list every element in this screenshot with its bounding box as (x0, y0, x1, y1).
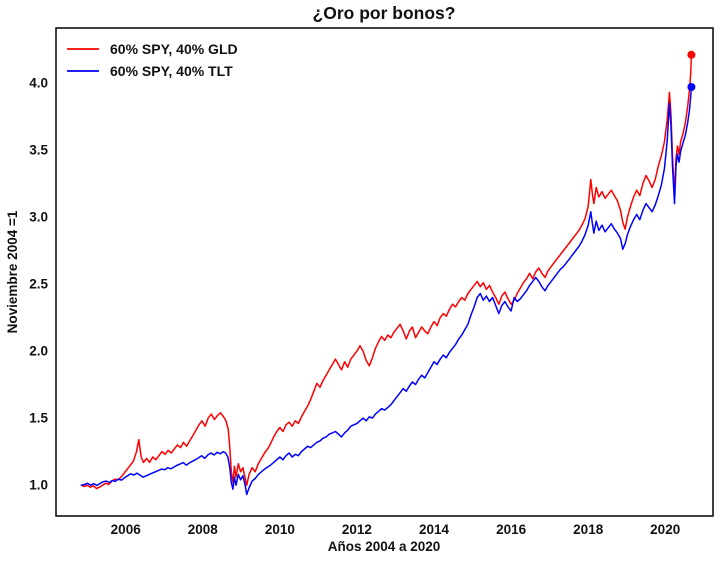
y-tick-label: 2.5 (29, 277, 48, 292)
x-tick-label: 2016 (496, 522, 527, 537)
x-tick-label: 2014 (419, 522, 450, 537)
y-axis-label: Noviembre 2004 =1 (5, 210, 20, 333)
series-line-1 (80, 54, 693, 490)
series-layer (80, 50, 696, 496)
x-tick-label: 2010 (265, 522, 295, 537)
series-end-dot-1 (687, 50, 696, 59)
x-tick-label: 2008 (188, 522, 219, 537)
chart-title: ¿Oro por bonos? (313, 3, 456, 23)
y-tick-label: 3.5 (29, 143, 48, 158)
legend: 60% SPY, 40% GLD 60% SPY, 40% TLT (67, 41, 238, 79)
y-tick-label: 3.0 (29, 210, 48, 225)
x-axis-label: Años 2004 a 2020 (328, 539, 441, 554)
y-tick-label: 1.5 (29, 411, 48, 426)
y-tick-label: 4.0 (29, 76, 48, 91)
series-end-dot-2 (687, 83, 696, 91)
legend-label-spy-gld: 60% SPY, 40% GLD (110, 41, 238, 57)
x-tick-label: 2012 (342, 522, 372, 537)
y-tick-label: 1.0 (29, 478, 48, 493)
y-tick-label: 2.0 (29, 344, 48, 359)
legend-label-spy-tlt: 60% SPY, 40% TLT (110, 63, 233, 79)
tick-labels-layer: 2006 2008 2010 2012 2014 2016 2018 2020 1.0 1.5 2.… (29, 76, 680, 538)
series-line-2 (80, 86, 693, 496)
x-tick-label: 2006 (111, 522, 142, 537)
plot-area (55, 27, 714, 517)
x-tick-label: 2020 (650, 522, 680, 537)
x-tick-label: 2018 (573, 522, 604, 537)
